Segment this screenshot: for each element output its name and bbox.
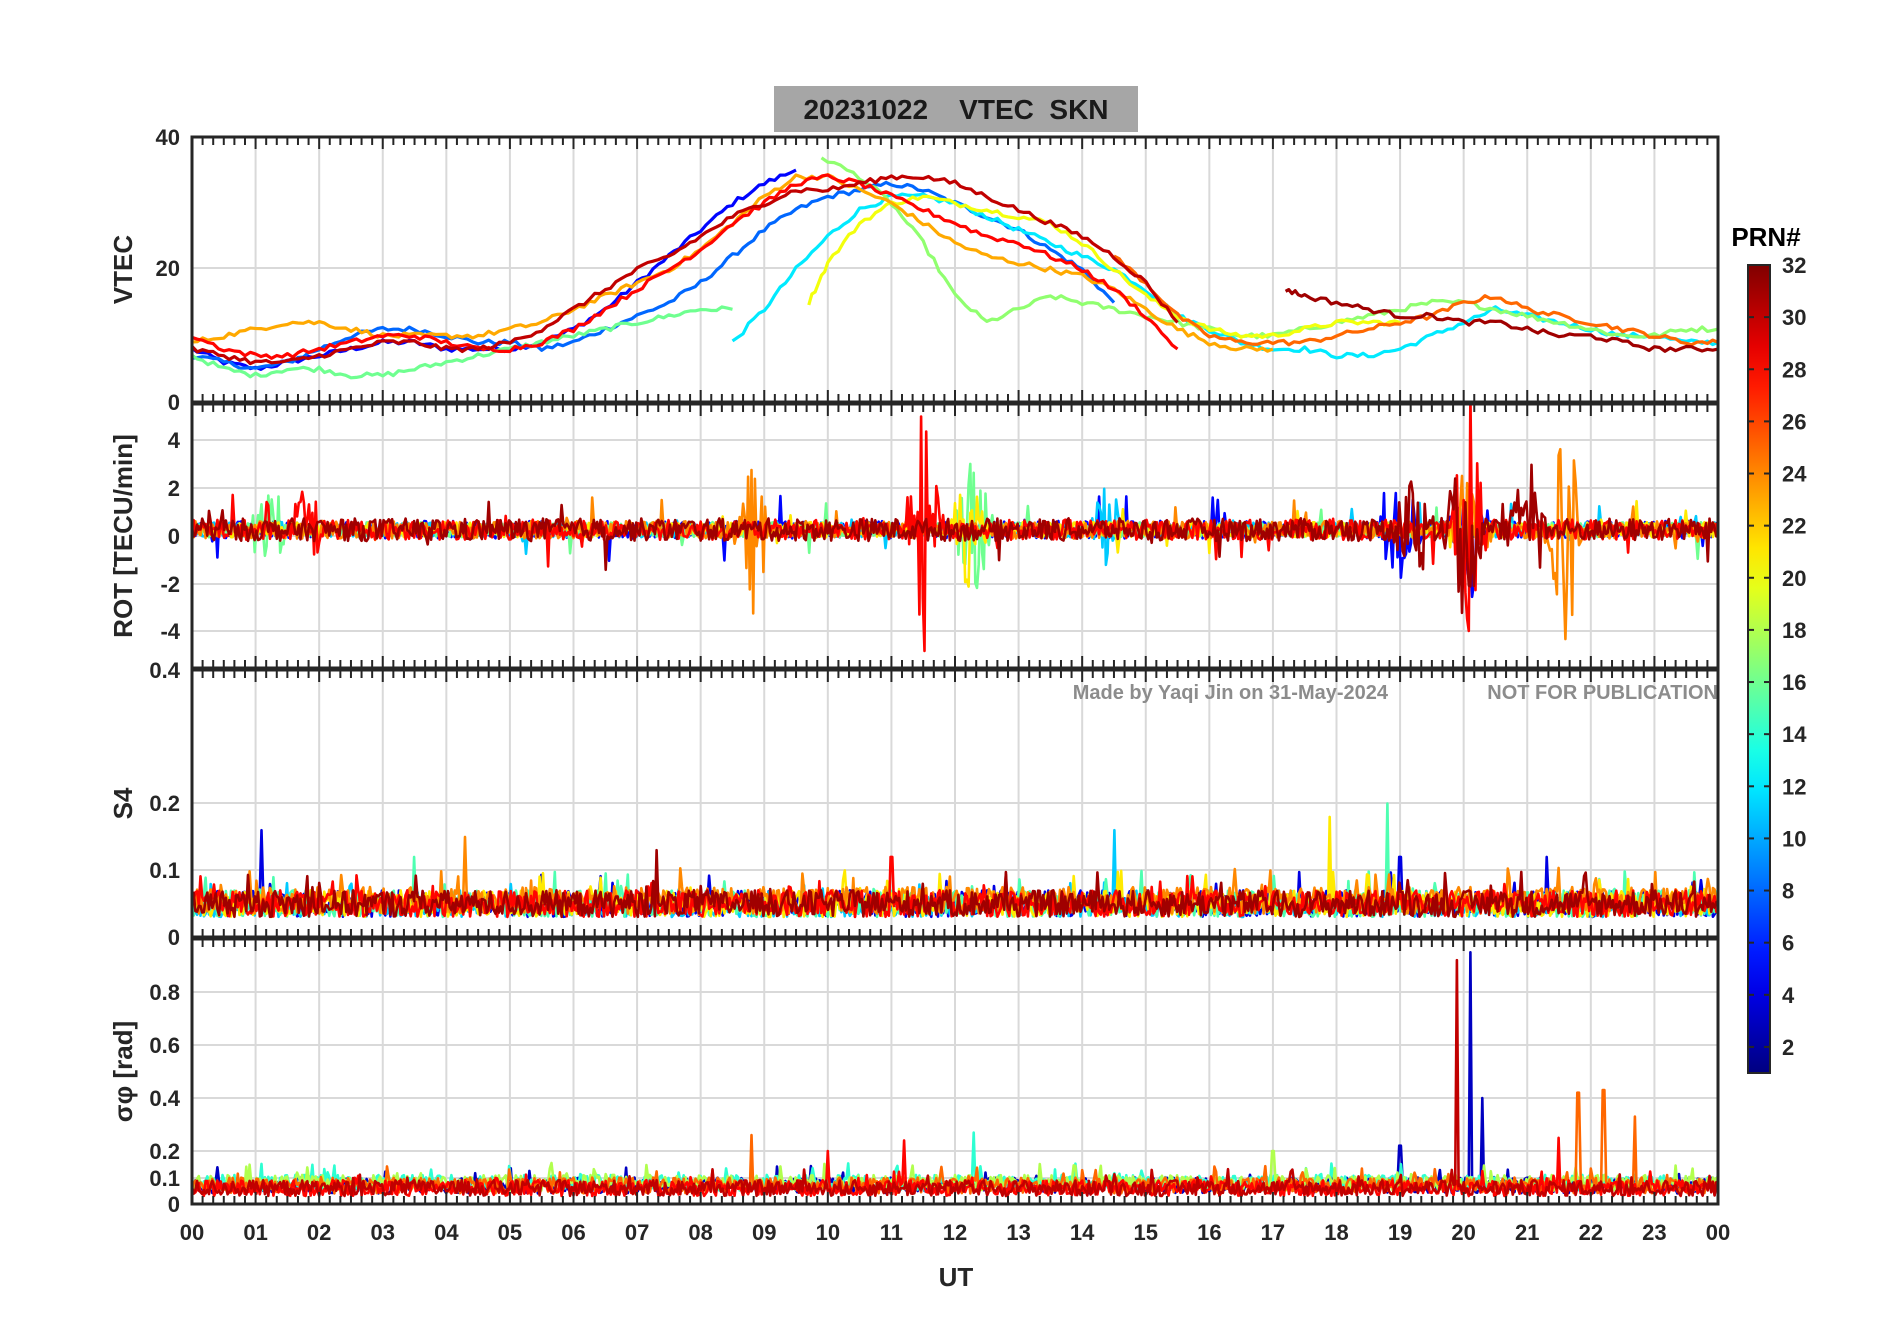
x-tick-label: 10	[816, 1220, 840, 1245]
sigma_phi-y-tick-label: 0.1	[149, 1166, 180, 1191]
panel-rot: -4 -2 0 2 4 ROT [TECU/min]	[108, 402, 1720, 670]
watermark-author: Made by Yaqi Jin on 31-May-2024	[1073, 682, 1389, 704]
s4-y-tick-label: 0.1	[149, 858, 180, 883]
rot-y-tick-label: 4	[168, 428, 181, 453]
panel-rot-minor-ticks	[191, 404, 1719, 668]
x-tick-label: 06	[561, 1220, 585, 1245]
panel-vtec: 0 20 40 VTEC	[108, 125, 1720, 415]
vtec-y-tick-label: 20	[156, 256, 180, 281]
colorbar-tick-label: 6	[1782, 931, 1794, 956]
x-tick-label: 09	[752, 1220, 776, 1245]
x-tick-label: 04	[434, 1220, 459, 1245]
x-tick-label: 16	[1197, 1220, 1221, 1245]
x-tick-label: 12	[943, 1220, 967, 1245]
rot-y-tick-label: -4	[160, 619, 180, 644]
vtec-y-tick-label: 0	[168, 390, 180, 415]
sigma_phi-y-tick-label: 0.8	[149, 980, 180, 1005]
x-tick-label: 00	[1706, 1220, 1730, 1245]
vtec-series-prn-16	[192, 305, 733, 380]
colorbar-tick-label: 32	[1782, 253, 1806, 278]
x-tick-label: 18	[1324, 1220, 1348, 1245]
colorbar-tick-label: 2	[1782, 1035, 1794, 1060]
rot-y-tick-label: 2	[168, 476, 180, 501]
panel-s4: 0 0.1 0.2 0.4 S4	[108, 658, 1720, 950]
s4-series-prn-31	[192, 848, 1718, 919]
colorbar-title: PRN#	[1731, 222, 1801, 252]
watermark-notice: NOT FOR PUBLICATION	[1487, 682, 1718, 704]
x-tick-label: 19	[1388, 1220, 1412, 1245]
sigma_phi-y-tick-label: 0.2	[149, 1139, 180, 1164]
panel-vtec-minor-ticks	[191, 137, 1719, 402]
x-tick-label: 01	[243, 1220, 267, 1245]
x-axis: 00 01 02 03 04 05 06 07 08 09 10 11 12 13 14 15 16 17 18 19…	[180, 1220, 1730, 1245]
colorbar-gradient	[1747, 264, 1771, 1074]
vtec-y-tick-label: 40	[156, 125, 180, 150]
colorbar-tick-label: 30	[1782, 305, 1806, 330]
colorbar-tick-label: 18	[1782, 618, 1806, 643]
panel-sigma_phi-minor-ticks	[191, 939, 1719, 1204]
vtec-y-axis-label: VTEC	[108, 235, 138, 305]
x-tick-label: 14	[1070, 1220, 1095, 1245]
sigma_phi-y-tick-label: 0.6	[149, 1033, 180, 1058]
panel-s4-minor-ticks	[191, 670, 1719, 937]
colorbar-tick-label: 26	[1782, 409, 1806, 434]
panel-sigma_phi: 00.10.2 0.4 0.6 0.8 σφ [rad]	[108, 937, 1720, 1217]
vtec-series-prn-20	[807, 194, 1401, 339]
colorbar-tick-label: 12	[1782, 774, 1806, 799]
rot-series-prn-28	[192, 404, 1718, 653]
x-tick-label: 07	[625, 1220, 649, 1245]
colorbar-tick-label: 22	[1782, 514, 1806, 539]
colorbar-tick-label: 16	[1782, 670, 1806, 695]
vtec-series-prn-28	[192, 173, 1179, 360]
x-tick-label: 21	[1515, 1220, 1539, 1245]
x-tick-label: 17	[1261, 1220, 1285, 1245]
sigma_phi-y-axis-label: σφ [rad]	[108, 1021, 138, 1122]
rot-y-tick-label: -2	[160, 572, 180, 597]
panel-rot-series	[192, 404, 1718, 653]
colorbar-tick-label: 28	[1782, 357, 1806, 382]
s4-y-tick-label: 0.2	[149, 791, 180, 816]
x-tick-label: 15	[1134, 1220, 1158, 1245]
colorbar-tick-label: 14	[1782, 722, 1807, 747]
x-tick-label: 22	[1579, 1220, 1603, 1245]
x-tick-label: 05	[498, 1220, 522, 1245]
rot-y-axis-label: ROT [TECU/min]	[108, 434, 138, 638]
x-tick-label: 11	[880, 1220, 903, 1245]
x-tick-label: 08	[688, 1220, 712, 1245]
x-tick-label: 23	[1642, 1220, 1666, 1245]
x-tick-label: 13	[1006, 1220, 1030, 1245]
rot-y-tick-label: 0	[168, 524, 180, 549]
colorbar-tick-label: 4	[1782, 983, 1795, 1008]
vtec-series-prn-31	[1284, 288, 1718, 353]
sigma_phi-y-tick-label: 0.4	[149, 1086, 180, 1111]
colorbar-tick-label: 10	[1782, 826, 1806, 851]
colorbar-tick-label: 24	[1782, 462, 1807, 487]
chart-title: 20231022 VTEC SKN	[803, 94, 1108, 125]
panel-s4-series	[192, 802, 1718, 919]
panel-vtec-series	[192, 156, 1718, 380]
s4-y-tick-label: 0	[168, 925, 180, 950]
x-tick-label: 00	[180, 1220, 204, 1245]
x-tick-label: 20	[1451, 1220, 1475, 1245]
vtec-series-prn-30	[192, 174, 1179, 366]
colorbar-tick-label: 8	[1782, 879, 1794, 904]
x-tick-label: 03	[371, 1220, 395, 1245]
s4-y-tick-label: 0.4	[149, 658, 180, 683]
s4-y-axis-label: S4	[108, 787, 138, 819]
rot-series-prn-31	[192, 463, 1718, 615]
sigma_phi-y-tick-label: 0	[168, 1192, 180, 1217]
chart-title-box: 20231022 VTEC SKN	[774, 86, 1138, 132]
x-tick-label: 02	[307, 1220, 331, 1245]
x-axis-label: UT	[939, 1262, 974, 1292]
colorbar-tick-label: 20	[1782, 566, 1806, 591]
